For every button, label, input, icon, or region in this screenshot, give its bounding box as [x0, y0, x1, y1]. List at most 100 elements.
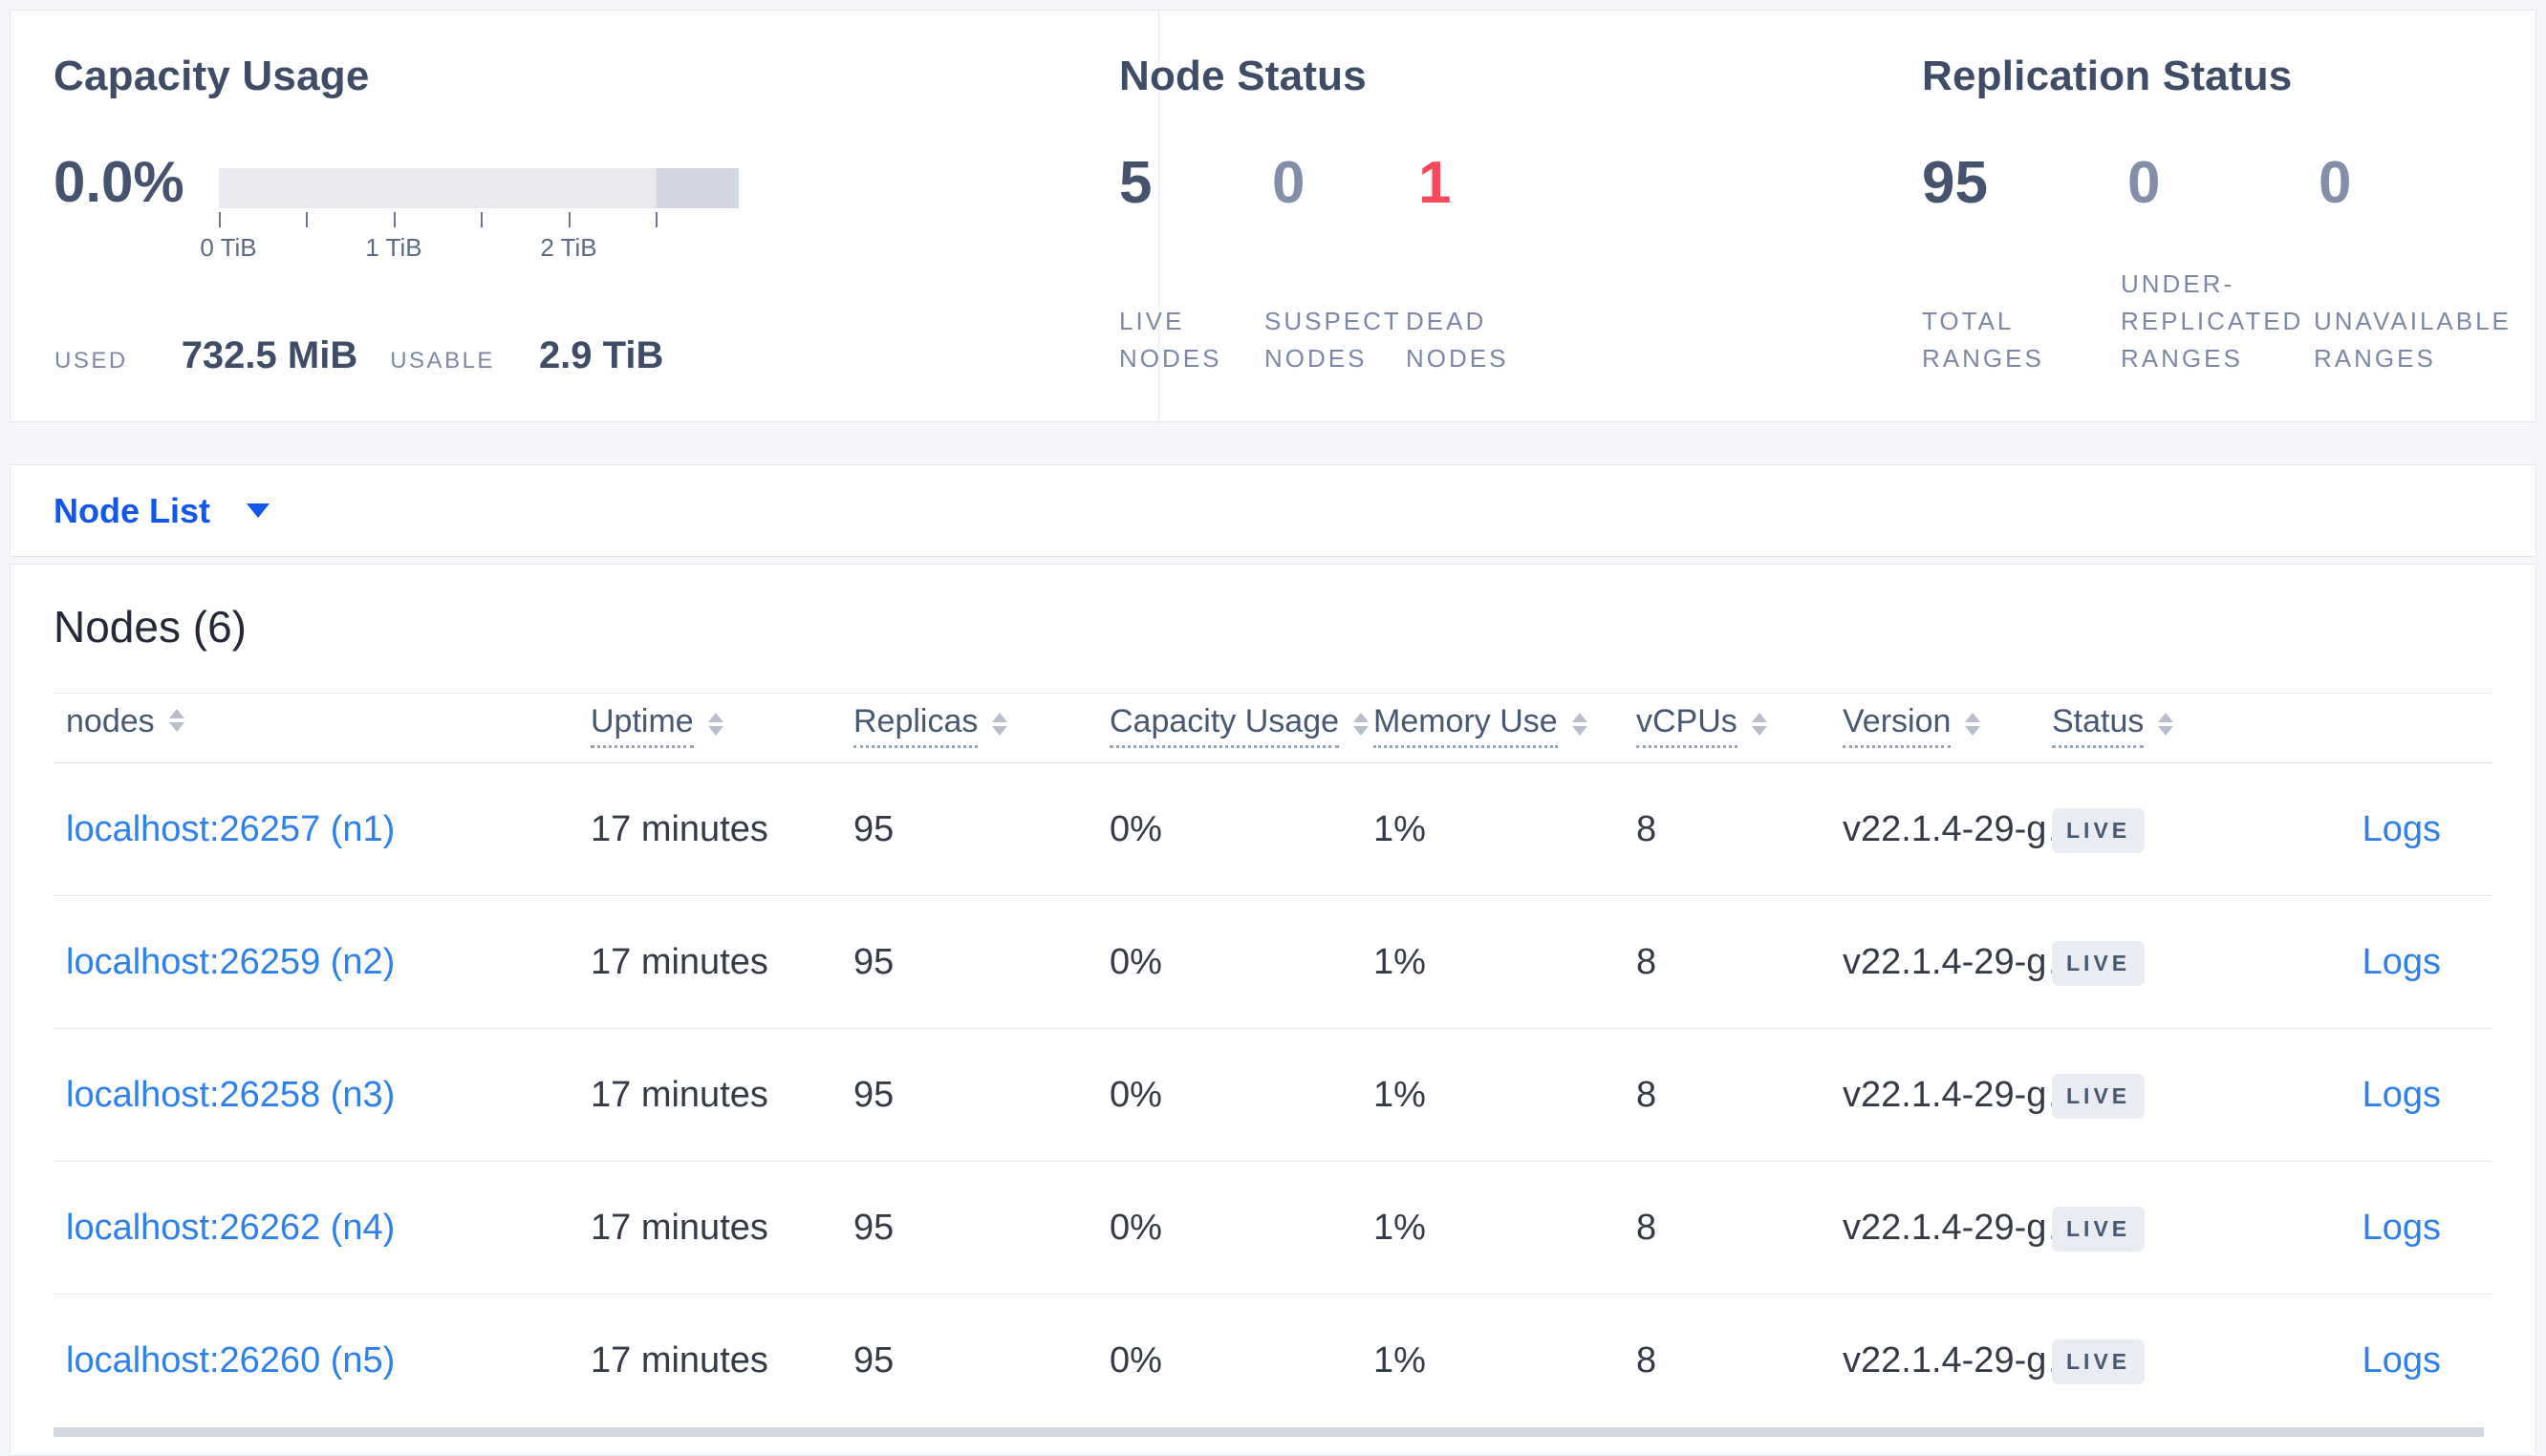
- status-badge: LIVE: [2052, 1206, 2146, 1252]
- replicas-cell: 95: [853, 1340, 895, 1381]
- table-row: localhost:26262 (n4) 17 minutes 95 0% 1%…: [54, 1162, 2492, 1295]
- under-replicated-ranges-value: 0: [2127, 150, 2161, 216]
- live-nodes-label: LIVE NODES: [1119, 307, 1222, 373]
- cluster-summary-card: Capacity Usage 0.0% 0 TiB 1 TiB 2 TiB US…: [10, 10, 2536, 422]
- capacity-usage-cell: 0%: [1110, 1074, 1162, 1115]
- version-cell: v22.1.4-29-g…: [1843, 1207, 2052, 1248]
- under-replicated-ranges-label: UNDER-REPLICATED RANGES: [2121, 269, 2304, 373]
- suspect-nodes-value: 0: [1272, 150, 1305, 216]
- unavailable-ranges-label: UNAVAILABLE RANGES: [2314, 307, 2512, 373]
- capacity-bar-usable-segment: [219, 168, 657, 208]
- replicas-cell: 95: [853, 941, 895, 982]
- dead-nodes-value: 1: [1418, 150, 1452, 216]
- capacity-usage-cell: 0%: [1110, 1340, 1162, 1381]
- capacity-used-row: USED 732.5 MiB USABLE 2.9 TiB: [54, 334, 663, 377]
- capacity-usage-cell: 0%: [1110, 941, 1162, 982]
- status-badge: LIVE: [2052, 940, 2146, 986]
- node-link[interactable]: localhost:26257 (n1): [66, 808, 396, 849]
- memory-use-cell: 1%: [1373, 1074, 1426, 1115]
- chevron-down-icon: [247, 503, 270, 518]
- table-header-row: nodes Uptime Replicas Capacity Usage Mem…: [54, 694, 2492, 763]
- node-link[interactable]: localhost:26260 (n5): [66, 1340, 396, 1381]
- capacity-bar-other-segment: [657, 168, 739, 208]
- vcpus-cell: 8: [1636, 1074, 1657, 1115]
- status-badge: LIVE: [2052, 1339, 2146, 1384]
- uptime-cell: 17 minutes: [591, 1074, 768, 1115]
- table-row: localhost:26257 (n1) 17 minutes 95 0% 1%…: [54, 763, 2492, 896]
- vcpus-cell: 8: [1636, 1207, 1657, 1248]
- replicas-cell: 95: [853, 1207, 895, 1248]
- live-nodes-value: 5: [1119, 150, 1153, 216]
- suspect-nodes-label: SUSPECT NODES: [1264, 307, 1402, 373]
- capacity-bar: [219, 168, 739, 208]
- column-header-status[interactable]: Status: [2052, 703, 2295, 748]
- version-cell: v22.1.4-29-g…: [1843, 1340, 2052, 1381]
- column-header-replicas[interactable]: Replicas: [853, 703, 1110, 748]
- node-link[interactable]: localhost:26258 (n3): [66, 1074, 396, 1115]
- total-ranges-label: TOTAL RANGES: [1922, 307, 2044, 373]
- capacity-usage-cell: 0%: [1110, 808, 1162, 849]
- dead-nodes-label: DEAD NODES: [1406, 307, 1509, 373]
- nodes-table: nodes Uptime Replicas Capacity Usage Mem…: [54, 694, 2492, 1427]
- version-cell: v22.1.4-29-g…: [1843, 808, 2052, 849]
- logs-link[interactable]: Logs: [2362, 808, 2441, 849]
- vcpus-cell: 8: [1636, 1340, 1657, 1381]
- column-header-nodes[interactable]: nodes: [54, 703, 591, 740]
- sort-icon: [168, 708, 184, 732]
- memory-use-cell: 1%: [1373, 1207, 1426, 1248]
- table-row: localhost:26260 (n5) 17 minutes 95 0% 1%…: [54, 1295, 2492, 1427]
- tick-label-2: 2 TiB: [540, 233, 597, 262]
- column-header-version[interactable]: Version: [1843, 703, 2052, 748]
- uptime-cell: 17 minutes: [591, 941, 768, 982]
- sort-icon: [1571, 712, 1587, 736]
- usable-value: 2.9 TiB: [538, 334, 664, 376]
- usable-label: USABLE: [390, 348, 495, 374]
- vcpus-cell: 8: [1636, 941, 1657, 982]
- uptime-cell: 17 minutes: [591, 808, 768, 849]
- logs-link[interactable]: Logs: [2362, 1340, 2441, 1381]
- node-list-dropdown[interactable]: Node List: [54, 491, 270, 531]
- replication-status-title: Replication Status: [1922, 53, 2293, 99]
- status-badge: LIVE: [2052, 807, 2146, 853]
- version-cell: v22.1.4-29-g…: [1843, 941, 2052, 982]
- sort-icon: [1751, 712, 1767, 736]
- memory-use-cell: 1%: [1373, 941, 1426, 982]
- version-cell: v22.1.4-29-g…: [1843, 1074, 2052, 1115]
- sort-icon: [1353, 712, 1370, 736]
- sort-icon: [992, 712, 1008, 736]
- sort-icon: [707, 712, 723, 736]
- total-ranges-value: 95: [1922, 150, 1988, 216]
- column-header-memory-use[interactable]: Memory Use: [1373, 703, 1636, 748]
- node-link[interactable]: localhost:26259 (n2): [66, 941, 396, 982]
- sort-icon: [2158, 712, 2174, 736]
- table-row: localhost:26259 (n2) 17 minutes 95 0% 1%…: [54, 896, 2492, 1029]
- replicas-cell: 95: [853, 1074, 895, 1115]
- logs-link[interactable]: Logs: [2362, 941, 2441, 982]
- memory-use-cell: 1%: [1373, 808, 1426, 849]
- status-badge: LIVE: [2052, 1073, 2146, 1119]
- node-link[interactable]: localhost:26262 (n4): [66, 1207, 396, 1248]
- tick-label-1: 1 TiB: [365, 233, 422, 262]
- used-value: 732.5 MiB: [181, 334, 358, 376]
- table-row: localhost:26258 (n3) 17 minutes 95 0% 1%…: [54, 1029, 2492, 1162]
- column-header-uptime[interactable]: Uptime: [591, 703, 853, 748]
- view-selector-bar: Node List: [10, 464, 2536, 557]
- memory-use-cell: 1%: [1373, 1340, 1426, 1381]
- horizontal-scrollbar[interactable]: [54, 1427, 2484, 1437]
- capacity-usage-title: Capacity Usage: [54, 53, 370, 99]
- uptime-cell: 17 minutes: [591, 1340, 768, 1381]
- capacity-axis-labels: 0 TiB 1 TiB 2 TiB: [200, 233, 739, 262]
- node-status-title: Node Status: [1119, 53, 1367, 99]
- column-header-vcpus[interactable]: vCPUs: [1636, 703, 1843, 748]
- logs-link[interactable]: Logs: [2362, 1074, 2441, 1115]
- unavailable-ranges-value: 0: [2319, 150, 2352, 216]
- logs-link[interactable]: Logs: [2362, 1207, 2441, 1248]
- column-header-capacity-usage[interactable]: Capacity Usage: [1110, 703, 1373, 748]
- capacity-usage-cell: 0%: [1110, 1207, 1162, 1248]
- used-label: USED: [54, 348, 128, 374]
- capacity-percent: 0.0%: [54, 150, 184, 214]
- heading-divider: [54, 693, 2492, 694]
- tick-label-0: 0 TiB: [200, 233, 257, 262]
- uptime-cell: 17 minutes: [591, 1207, 768, 1248]
- node-list-dropdown-label: Node List: [54, 490, 211, 530]
